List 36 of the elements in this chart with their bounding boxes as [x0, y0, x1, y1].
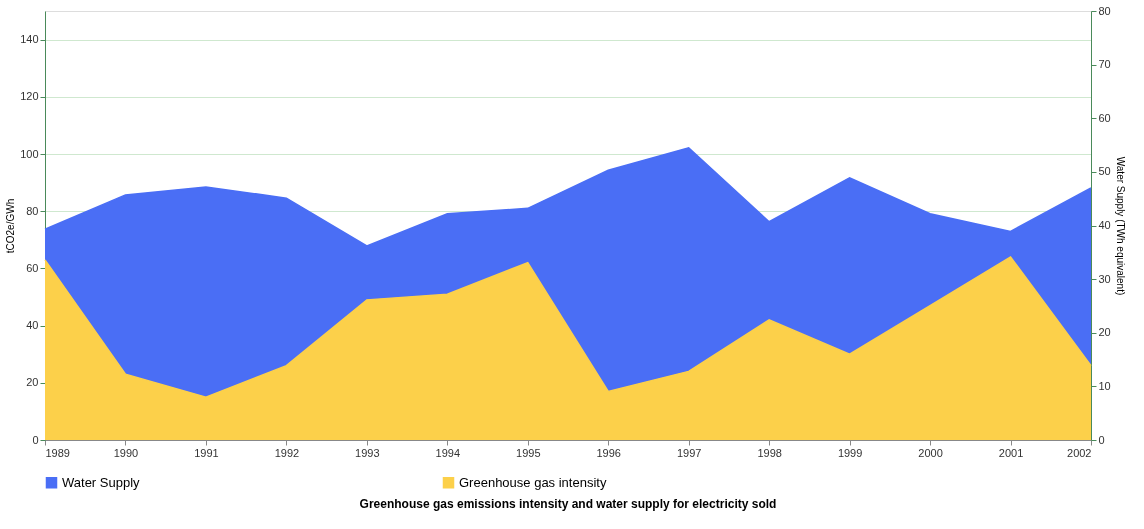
y-tick-label: 120: [20, 90, 39, 103]
x-tick-label: 1991: [194, 446, 219, 459]
y2-tick-label: 10: [1098, 379, 1111, 392]
y2-tick-label: 80: [1098, 4, 1111, 17]
x-tick-label: 1998: [757, 446, 782, 459]
x-tick-label: 1990: [113, 446, 139, 459]
x-tick-label: 1999: [837, 446, 863, 459]
y2-tick-label: 50: [1098, 165, 1111, 178]
x-tick-label: 1993: [355, 446, 380, 459]
y2-axis-title: Water Supply (TWh equivalent): [1114, 156, 1126, 296]
x-tick-label: 1992: [274, 446, 300, 459]
x-tick-label: 1996: [596, 446, 621, 459]
y-axis-title: tCO2e/GWh: [5, 198, 17, 254]
y-tick-label: 20: [26, 376, 39, 389]
y-tick-label: 0: [32, 433, 39, 446]
x-tick-label: 1989: [45, 446, 70, 459]
y2-tick-label: 0: [1098, 433, 1105, 446]
y2-tick-label: 30: [1098, 272, 1111, 285]
y-tick-label: 60: [26, 261, 39, 274]
y-tick-label: 80: [26, 204, 39, 217]
y-tick-label: 100: [20, 147, 39, 160]
legend-label: Greenhouse gas intensity: [459, 474, 607, 490]
legend-label: Water Supply: [62, 474, 141, 490]
y2-tick-label: 20: [1098, 326, 1111, 339]
y-tick-label: 40: [26, 319, 39, 332]
y2-tick-label: 40: [1098, 219, 1111, 231]
text: Greenhouse gas emissions intensity and water supply for electricity sold: [359, 497, 777, 511]
y2-tick-label: 70: [1098, 58, 1111, 71]
y-tick-label: 140: [20, 33, 39, 46]
x-tick-label: 2001: [998, 446, 1024, 459]
x-tick-label: 1997: [676, 446, 702, 459]
y2-tick-label: 60: [1098, 111, 1111, 124]
x-tick-label: 1995: [516, 446, 541, 459]
x-tick-label: 2002: [1067, 446, 1092, 459]
x-tick-label: 2000: [918, 446, 943, 459]
x-tick-label: 1994: [435, 446, 461, 459]
